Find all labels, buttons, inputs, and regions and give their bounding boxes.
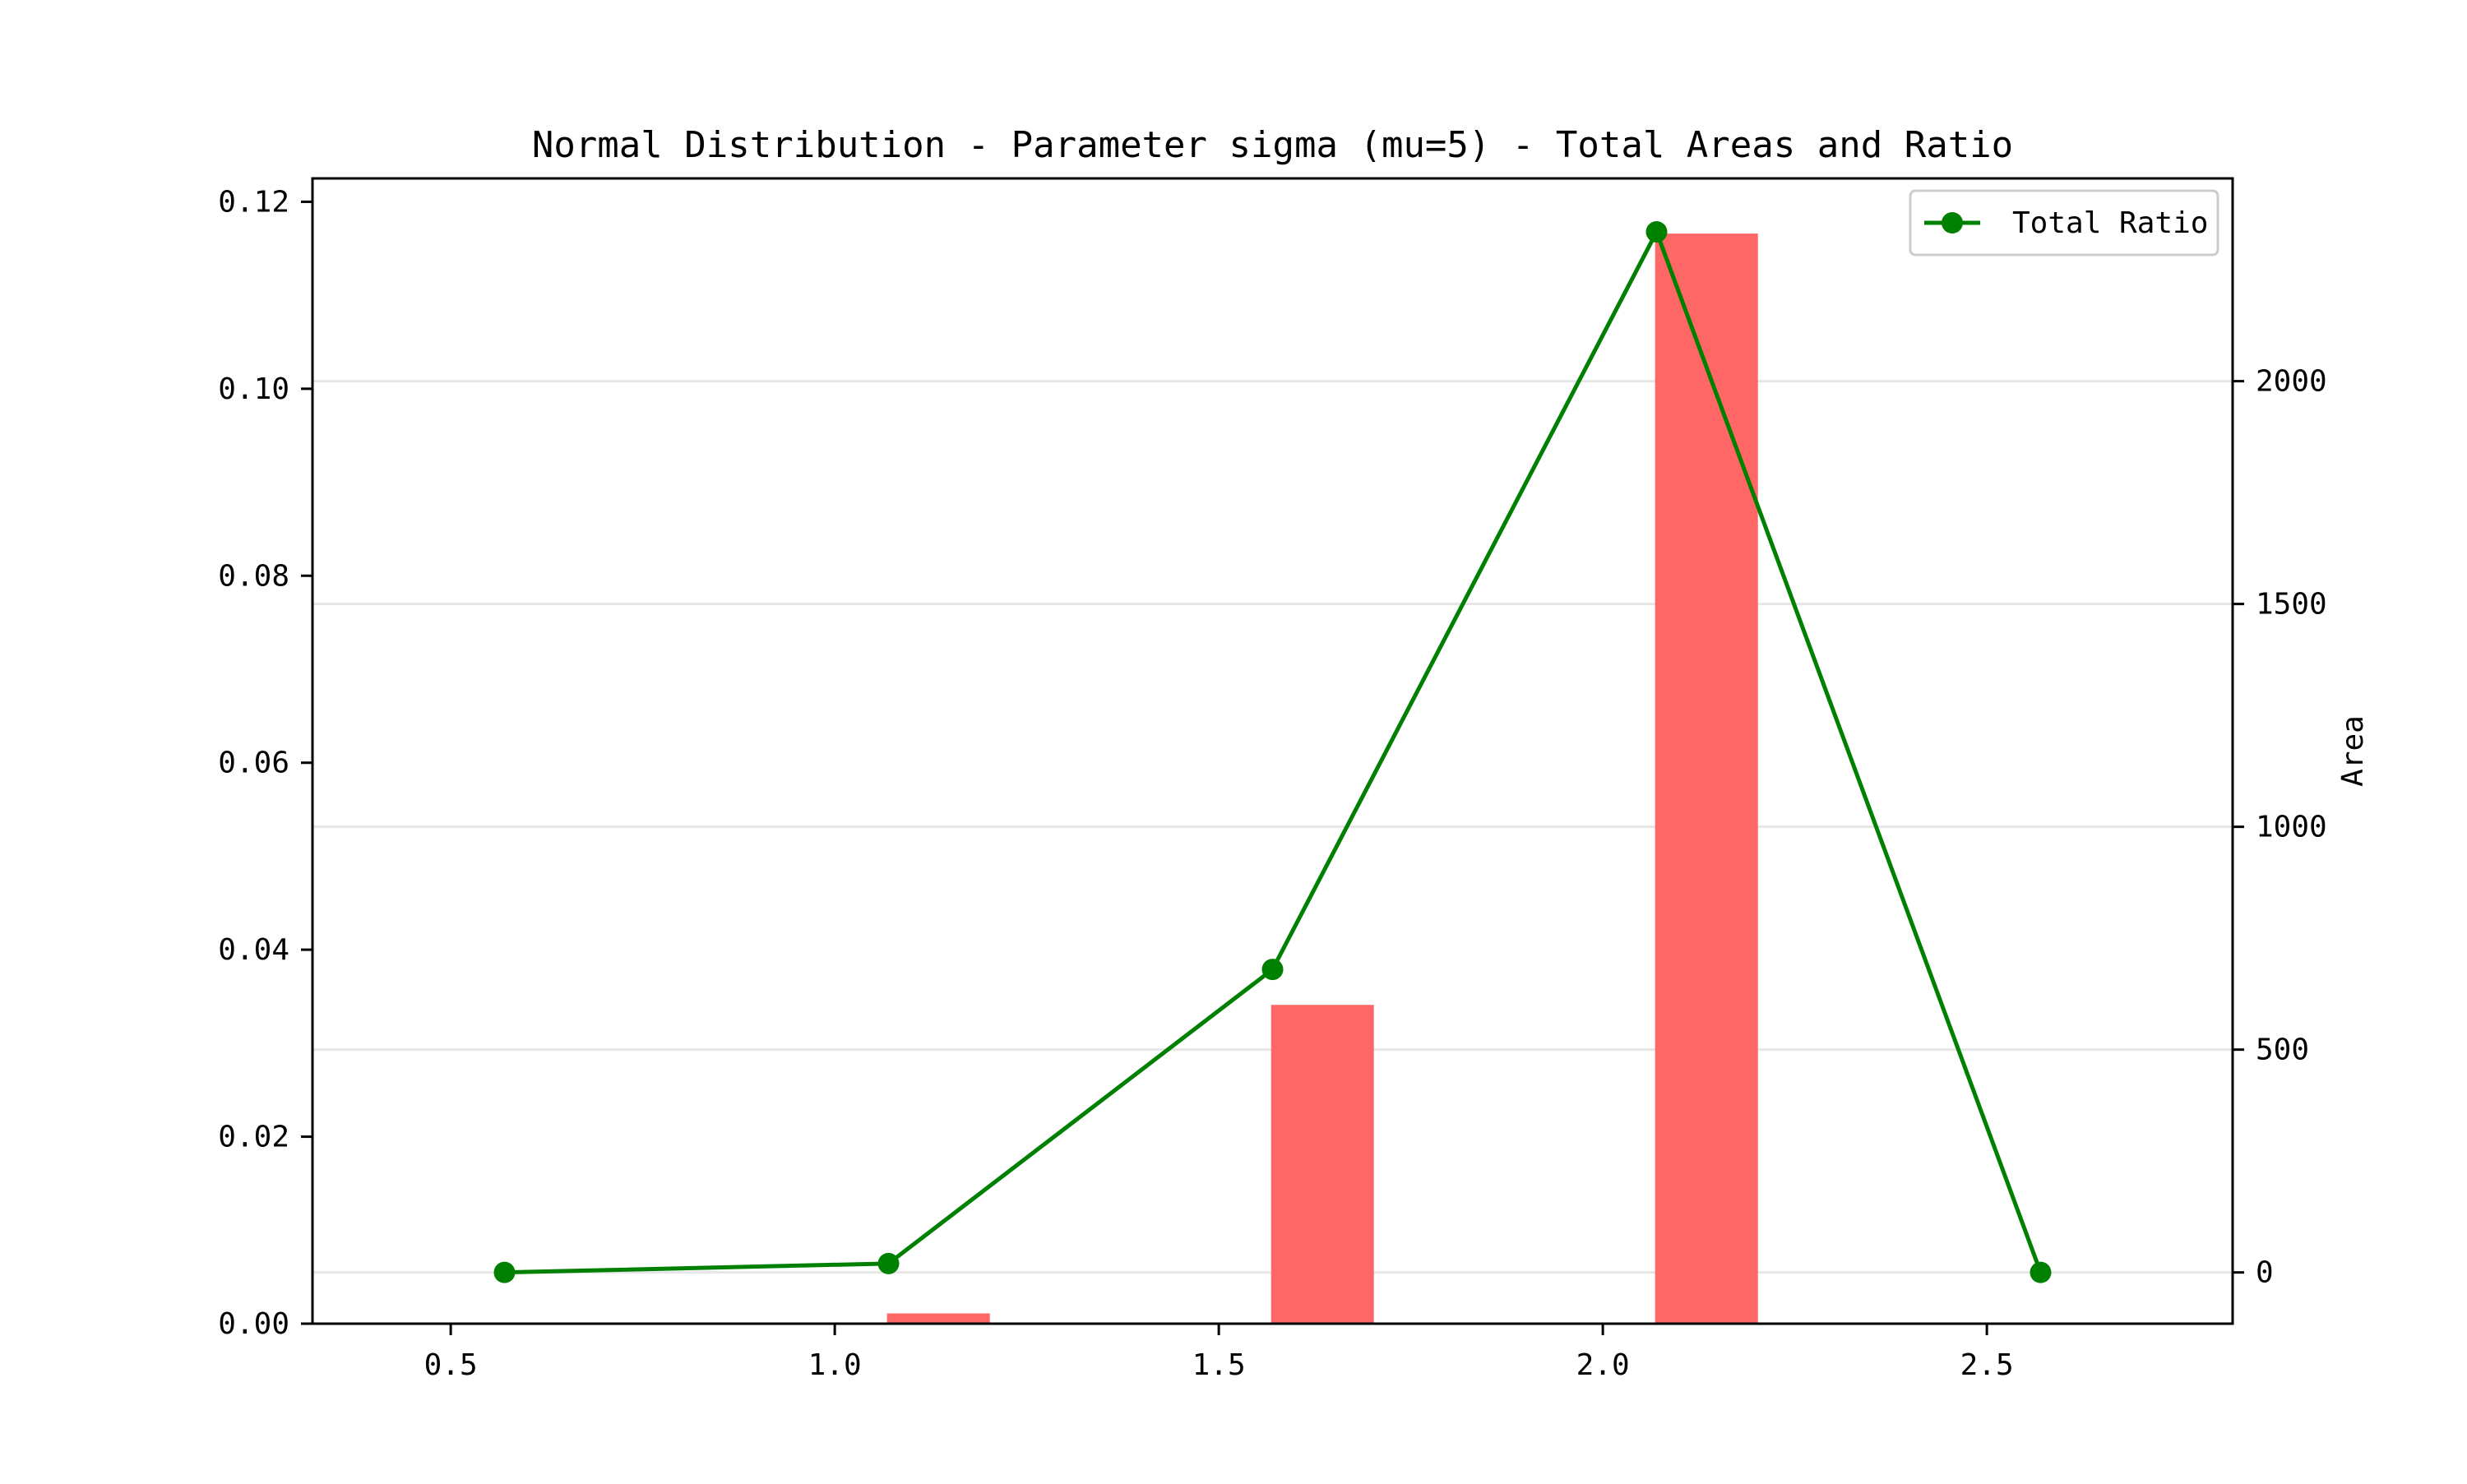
bar-layer (886, 233, 1758, 1324)
y-right-tick-label: 1000 (2256, 811, 2327, 844)
y-right-tick-label: 1500 (2256, 588, 2327, 622)
bar (886, 1313, 990, 1324)
x-tick-label: 2.0 (1576, 1348, 1630, 1382)
series-point (493, 1261, 516, 1283)
y-left-tick-label: 0.06 (218, 747, 289, 780)
y-left-tick-label: 0.12 (218, 185, 289, 219)
axis-layer: 0.5 1.0 1.5 2.0 2.5 0.00 0.02 0.04 0.06 0.08 0.10 0… (218, 185, 2326, 1382)
series-point (877, 1252, 900, 1274)
legend: Total Ratio (1909, 189, 2219, 257)
x-tick-label: 1.0 (808, 1348, 862, 1382)
series-point (1261, 959, 1284, 981)
y-left-tick-label: 0.00 (218, 1307, 289, 1341)
y-left-tick-label: 0.10 (218, 372, 289, 406)
line-layer (493, 221, 2052, 1283)
legend-marker (1942, 212, 1963, 233)
grid-layer (312, 380, 2233, 1274)
legend-label: Total Ratio (2012, 206, 2208, 240)
x-tick-label: 0.5 (424, 1348, 478, 1382)
legend-box (1909, 189, 2219, 257)
series-point (1645, 221, 1668, 243)
y-left-tick-label: 0.08 (218, 559, 289, 593)
plot-frame (311, 177, 2234, 1325)
bar (1655, 233, 1758, 1324)
x-tick-label: 1.5 (1192, 1348, 1246, 1382)
y-left-tick-label: 0.04 (218, 933, 289, 967)
bar (1271, 1005, 1374, 1324)
x-tick-label: 2.5 (1960, 1348, 2014, 1382)
y-right-tick-label: 0 (2256, 1256, 2274, 1290)
chart-title: Normal Distribution - Parameter sigma (m… (532, 124, 2013, 166)
y-left-tick-label: 0.02 (218, 1121, 289, 1154)
series-point (2030, 1261, 2052, 1283)
y-right-tick-label: 500 (2256, 1033, 2309, 1067)
right-axis-label: Area (2336, 715, 2370, 787)
y-right-tick-label: 2000 (2256, 365, 2327, 399)
